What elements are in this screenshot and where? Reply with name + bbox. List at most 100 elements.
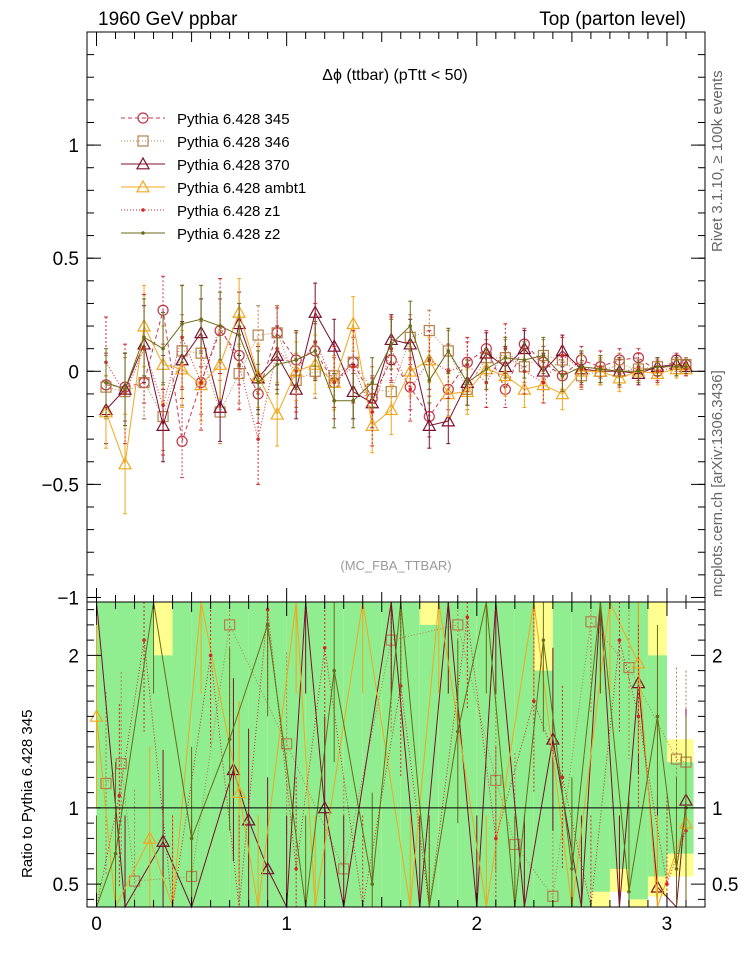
rivet-version-label: Rivet 3.1.10, ≥ 100k events [709,70,726,252]
main-axis-ticks [87,32,705,602]
data-point [384,402,399,416]
data-point [194,377,209,391]
data-point [555,386,570,400]
ratio-point [665,882,669,886]
band-inner [419,624,439,907]
data-point [408,324,413,328]
ratio-y-tick-label-right: 1 [712,799,723,820]
data-point [389,342,394,346]
ratio-point [465,615,470,620]
data-point [213,400,228,413]
data-point [370,380,375,385]
main-series-layer [98,275,694,515]
data-point [541,380,546,385]
y-tick-label: 1 [68,136,79,157]
data-point [176,435,188,448]
legend-label: Pythia 6.428 370 [177,157,290,174]
data-point [199,317,203,322]
data-point [541,353,546,358]
legend-entry: Pythia 6.428 ambt1 [121,179,306,197]
band-inner [362,602,382,907]
data-point [484,367,489,371]
analysis-watermark: (MC_FBA_TTBAR) [340,558,451,573]
legend-label: Pythia 6.428 ambt1 [177,180,306,197]
legend-marker [137,135,149,147]
x-tick-label: 3 [662,914,673,935]
ratio-panel: 0.5 0.5 1 1 2 2 0 1 2 3 Ratio to Pythia 6.428 34… [19,600,738,935]
data-point [237,333,241,337]
ratio-point [265,623,270,627]
band-inner [533,670,553,907]
main-y-tick-labels: −1 −0.5 0 0.5 1 [41,136,79,609]
data-point [294,358,298,362]
data-point [256,380,260,385]
data-point [275,362,279,367]
ratio-point [89,709,104,722]
ratio-axis-ticks [87,602,705,907]
ratio-point [456,729,460,734]
band-inner [438,602,458,907]
data-point [465,380,470,385]
data-point [650,366,665,379]
data-point [370,410,375,414]
ratio-point [189,836,194,841]
mcplots-label: mcplots.cern.ch [arXiv:1306.3436] [709,370,726,597]
data-point [142,335,146,340]
ratio-y-tick-label-left: 1 [68,799,79,820]
ratio-point [452,619,464,631]
ratio-point [100,777,112,790]
data-point [218,324,222,328]
ratio-frame [86,601,706,908]
legend: Pythia 6.428 345 Pythia 6.428 346 Pythia 6… [121,111,306,243]
data-point [408,387,413,392]
ratio-point [532,699,536,703]
ratio-series-4 [96,601,688,908]
data-point [256,437,260,441]
ratio-point [117,793,122,798]
series-line [105,324,687,440]
series-line [105,310,687,442]
x-tick-label: 2 [472,914,483,935]
data-point [503,355,508,360]
legend-label: Pythia 6.428 346 [177,134,290,151]
band-inner [457,602,477,907]
data-point [199,380,203,385]
legend-entry: Pythia 6.428 z2 [121,226,280,243]
data-point [161,403,165,408]
ratio-point [115,758,127,770]
data-point [123,387,127,392]
band-inner [115,602,135,907]
data-point [560,374,565,378]
y-tick-label: −0.5 [41,475,79,496]
data-point [351,364,356,369]
data-point [403,364,418,377]
ratio-point [674,867,679,871]
ratio-y-axis-label: Ratio to Pythia 6.428 345 [19,710,36,878]
x-tick-label: 0 [91,914,102,935]
ratio-point [227,737,232,742]
band-inner [343,602,363,907]
band-inner [134,602,154,907]
ratio-point [617,638,622,642]
x-tick-label: 1 [281,914,292,935]
data-point [655,364,660,369]
data-point [617,369,622,374]
data-point [636,369,641,374]
data-point [156,418,171,431]
legend-entry: Pythia 6.428 346 [121,134,290,151]
y-tick-label: −1 [57,588,79,609]
data-point [422,418,437,431]
band-inner [191,602,211,907]
band-inner [381,602,401,907]
data-point [427,378,432,383]
series-line [105,318,686,402]
ratio-point [627,889,631,894]
x-tick-labels: 0 1 2 3 [91,914,672,935]
data-point [104,380,108,385]
data-point [270,407,285,420]
ratio-point [113,851,118,856]
data-point [161,346,165,351]
band-inner [495,602,515,907]
band-inner [514,602,534,907]
